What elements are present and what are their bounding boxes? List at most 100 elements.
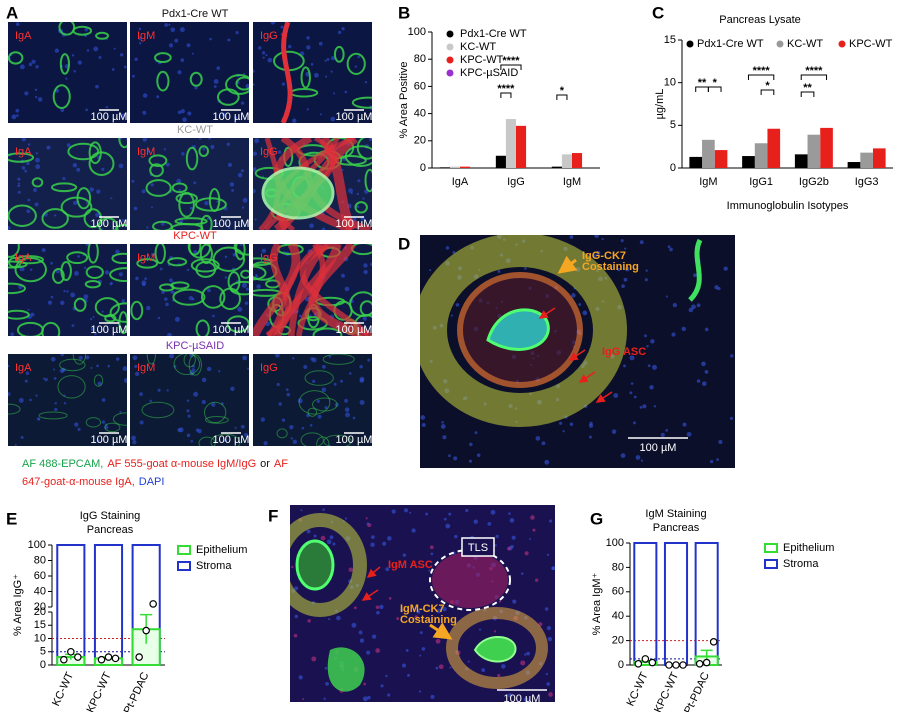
- nucleus: [157, 316, 161, 320]
- nucleus: [379, 604, 384, 610]
- arrow: [578, 371, 596, 383]
- gland: [473, 636, 517, 663]
- data-point: [702, 658, 711, 667]
- data-point: [60, 655, 68, 664]
- scale-label: 100 µM: [336, 218, 373, 230]
- nucleus: [507, 693, 513, 698]
- bar: [56, 544, 86, 666]
- nucleus: [623, 364, 626, 368]
- nucleus: [193, 181, 197, 185]
- nucleus: [292, 118, 297, 123]
- nucleus: [448, 454, 451, 458]
- gland: [295, 539, 335, 591]
- nucleus: [414, 615, 419, 620]
- nucleus: [174, 316, 180, 322]
- nucleus: [468, 459, 473, 463]
- nucleus: [227, 226, 231, 229]
- nucleus: [235, 30, 239, 35]
- nucleus: [435, 638, 441, 644]
- nucleus: [208, 138, 211, 140]
- epithelium: [276, 428, 288, 439]
- nucleus: [109, 282, 113, 286]
- x-tick-label: KC-WT: [50, 670, 76, 708]
- x-tick-label: Pt-PDAC: [682, 670, 712, 712]
- arrow: [568, 349, 586, 361]
- arrow: [429, 622, 453, 640]
- nucleus: [166, 389, 169, 392]
- nucleus: [76, 167, 81, 172]
- nucleus: [96, 439, 100, 443]
- legend-label: Pdx1-Cre WT: [460, 28, 527, 40]
- nucleus: [66, 143, 71, 148]
- epithelium: [145, 179, 172, 197]
- epithelium: [88, 141, 102, 165]
- nucleus: [487, 522, 492, 526]
- bar: [505, 119, 516, 168]
- data-point: [695, 659, 704, 668]
- epithelium: [118, 138, 127, 149]
- nucleus: [186, 409, 190, 413]
- nucleus: [592, 254, 597, 259]
- epithelium: [190, 258, 220, 273]
- nucleus: [277, 150, 282, 154]
- nucleus: [265, 53, 268, 57]
- arrow: [595, 391, 613, 403]
- nucleus: [704, 327, 709, 332]
- nucleus: [71, 324, 75, 328]
- nucleus: [94, 332, 97, 336]
- nucleus: [665, 295, 668, 298]
- epithelium: [41, 321, 61, 336]
- epithelium: [52, 267, 65, 284]
- legend-marker: [838, 40, 846, 48]
- nucleus: [428, 569, 431, 572]
- y-tick-label: 80: [34, 554, 46, 566]
- nucleus: [357, 179, 361, 183]
- nucleus: [474, 431, 478, 435]
- nucleus: [239, 244, 243, 246]
- epithelium: [8, 260, 28, 269]
- epithelium: [200, 285, 226, 309]
- nucleus: [546, 682, 551, 686]
- nucleus: [134, 57, 138, 61]
- legend-marker: [776, 40, 784, 48]
- stroma-ring: [446, 607, 548, 689]
- nucleus: [569, 235, 574, 239]
- nucleus: [624, 247, 627, 250]
- epithelium: [15, 255, 44, 265]
- y-tick-label: 0: [618, 659, 624, 671]
- nucleus: [186, 433, 191, 438]
- arrow: [361, 589, 379, 601]
- significance-label: **: [698, 77, 707, 89]
- nucleus: [682, 422, 687, 427]
- nucleus: [60, 354, 65, 357]
- nucleus: [594, 235, 599, 238]
- nucleus: [321, 387, 327, 393]
- nucleus: [639, 240, 644, 245]
- bar: [702, 139, 715, 168]
- epithelium: [304, 370, 334, 386]
- nucleus: [332, 542, 336, 546]
- nucleus: [371, 535, 375, 539]
- caption-part: AF 555-goat α-mouse IgM/IgG: [107, 458, 256, 470]
- nucleus: [115, 249, 120, 254]
- nucleus: [370, 542, 375, 547]
- nucleus: [258, 46, 262, 50]
- nucleus: [306, 529, 311, 534]
- nucleus: [653, 405, 657, 408]
- nucleus: [169, 278, 173, 283]
- stain-label: IgM: [137, 30, 155, 42]
- scale-label: 100 µM: [91, 324, 128, 336]
- nucleus: [293, 633, 298, 638]
- nucleus: [221, 112, 226, 117]
- nucleus: [167, 332, 172, 336]
- epithelium: [50, 182, 78, 193]
- epithelium: [84, 280, 101, 289]
- nucleus: [24, 91, 29, 96]
- nucleus: [242, 197, 248, 203]
- nucleus: [660, 432, 665, 438]
- nucleus: [24, 379, 28, 383]
- panel-letter: B: [398, 3, 410, 22]
- nucleus: [548, 692, 553, 697]
- y-tick-label: 20: [34, 601, 46, 613]
- epithelium: [346, 52, 366, 75]
